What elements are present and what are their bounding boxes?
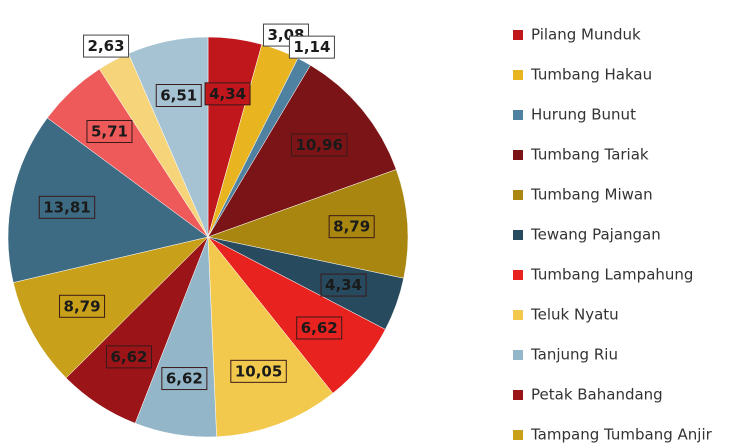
legend-swatch	[513, 30, 523, 40]
data-label-box	[38, 195, 96, 219]
legend-swatch	[513, 150, 523, 160]
pie-slice	[12, 236, 209, 379]
data-label-box	[86, 119, 133, 143]
data-label-box	[105, 345, 152, 369]
data-label-box	[155, 84, 202, 108]
data-label: 5,71	[91, 122, 128, 140]
data-label-box	[83, 34, 130, 58]
data-label-box	[320, 273, 367, 297]
data-label: 4,34	[325, 276, 362, 294]
legend-swatch	[513, 70, 523, 80]
data-label-box	[288, 35, 335, 59]
legend-label: Pilang Munduk	[531, 26, 641, 44]
legend-label: Tumbang Miwan	[530, 186, 653, 204]
legend-label: Tumbang Lampahung	[530, 266, 693, 284]
legend-label: Tumbang Tariak	[530, 146, 649, 164]
legend-swatch	[513, 230, 523, 240]
legend-swatch	[513, 270, 523, 280]
legend-swatch	[513, 110, 523, 120]
data-label: 13,81	[43, 198, 90, 216]
data-label-box	[290, 133, 348, 157]
data-label-box	[59, 294, 106, 318]
data-label: 10,05	[235, 362, 282, 380]
legend-label: Tumbang Hakau	[530, 66, 652, 84]
data-label: 6,51	[160, 87, 197, 105]
data-label: 8,79	[333, 218, 370, 236]
data-label-box	[204, 82, 251, 106]
legend-swatch	[513, 310, 523, 320]
data-label-box	[296, 316, 343, 340]
legend-label: Tampang Tumbang Anjir	[530, 426, 713, 444]
pie-slice	[7, 117, 209, 283]
legend-label: Hurung Bunut	[531, 106, 636, 124]
data-label: 6,62	[166, 370, 203, 388]
legend-swatch	[513, 430, 523, 440]
legend-label: Tewang Pajangan	[530, 226, 661, 244]
data-label: 4,34	[209, 85, 246, 103]
pie-slice	[207, 169, 409, 279]
data-label: 6,62	[301, 319, 338, 337]
legend-swatch	[513, 350, 523, 360]
legend-swatch	[513, 390, 523, 400]
data-label: 1,14	[293, 38, 330, 56]
data-label-box	[328, 215, 375, 239]
data-label: 10,96	[295, 136, 342, 154]
pie-slice	[207, 236, 334, 438]
data-label: 2,63	[88, 37, 125, 55]
data-label-box	[230, 359, 287, 383]
legend-swatch	[513, 190, 523, 200]
data-label: 6,62	[110, 348, 147, 366]
data-label-box	[161, 367, 208, 391]
data-label: 8,79	[64, 297, 101, 315]
legend-label: Teluk Nyatu	[530, 306, 619, 324]
legend-label: Tanjung Riu	[530, 346, 618, 364]
legend-label: Petak Bahandang	[531, 386, 663, 404]
